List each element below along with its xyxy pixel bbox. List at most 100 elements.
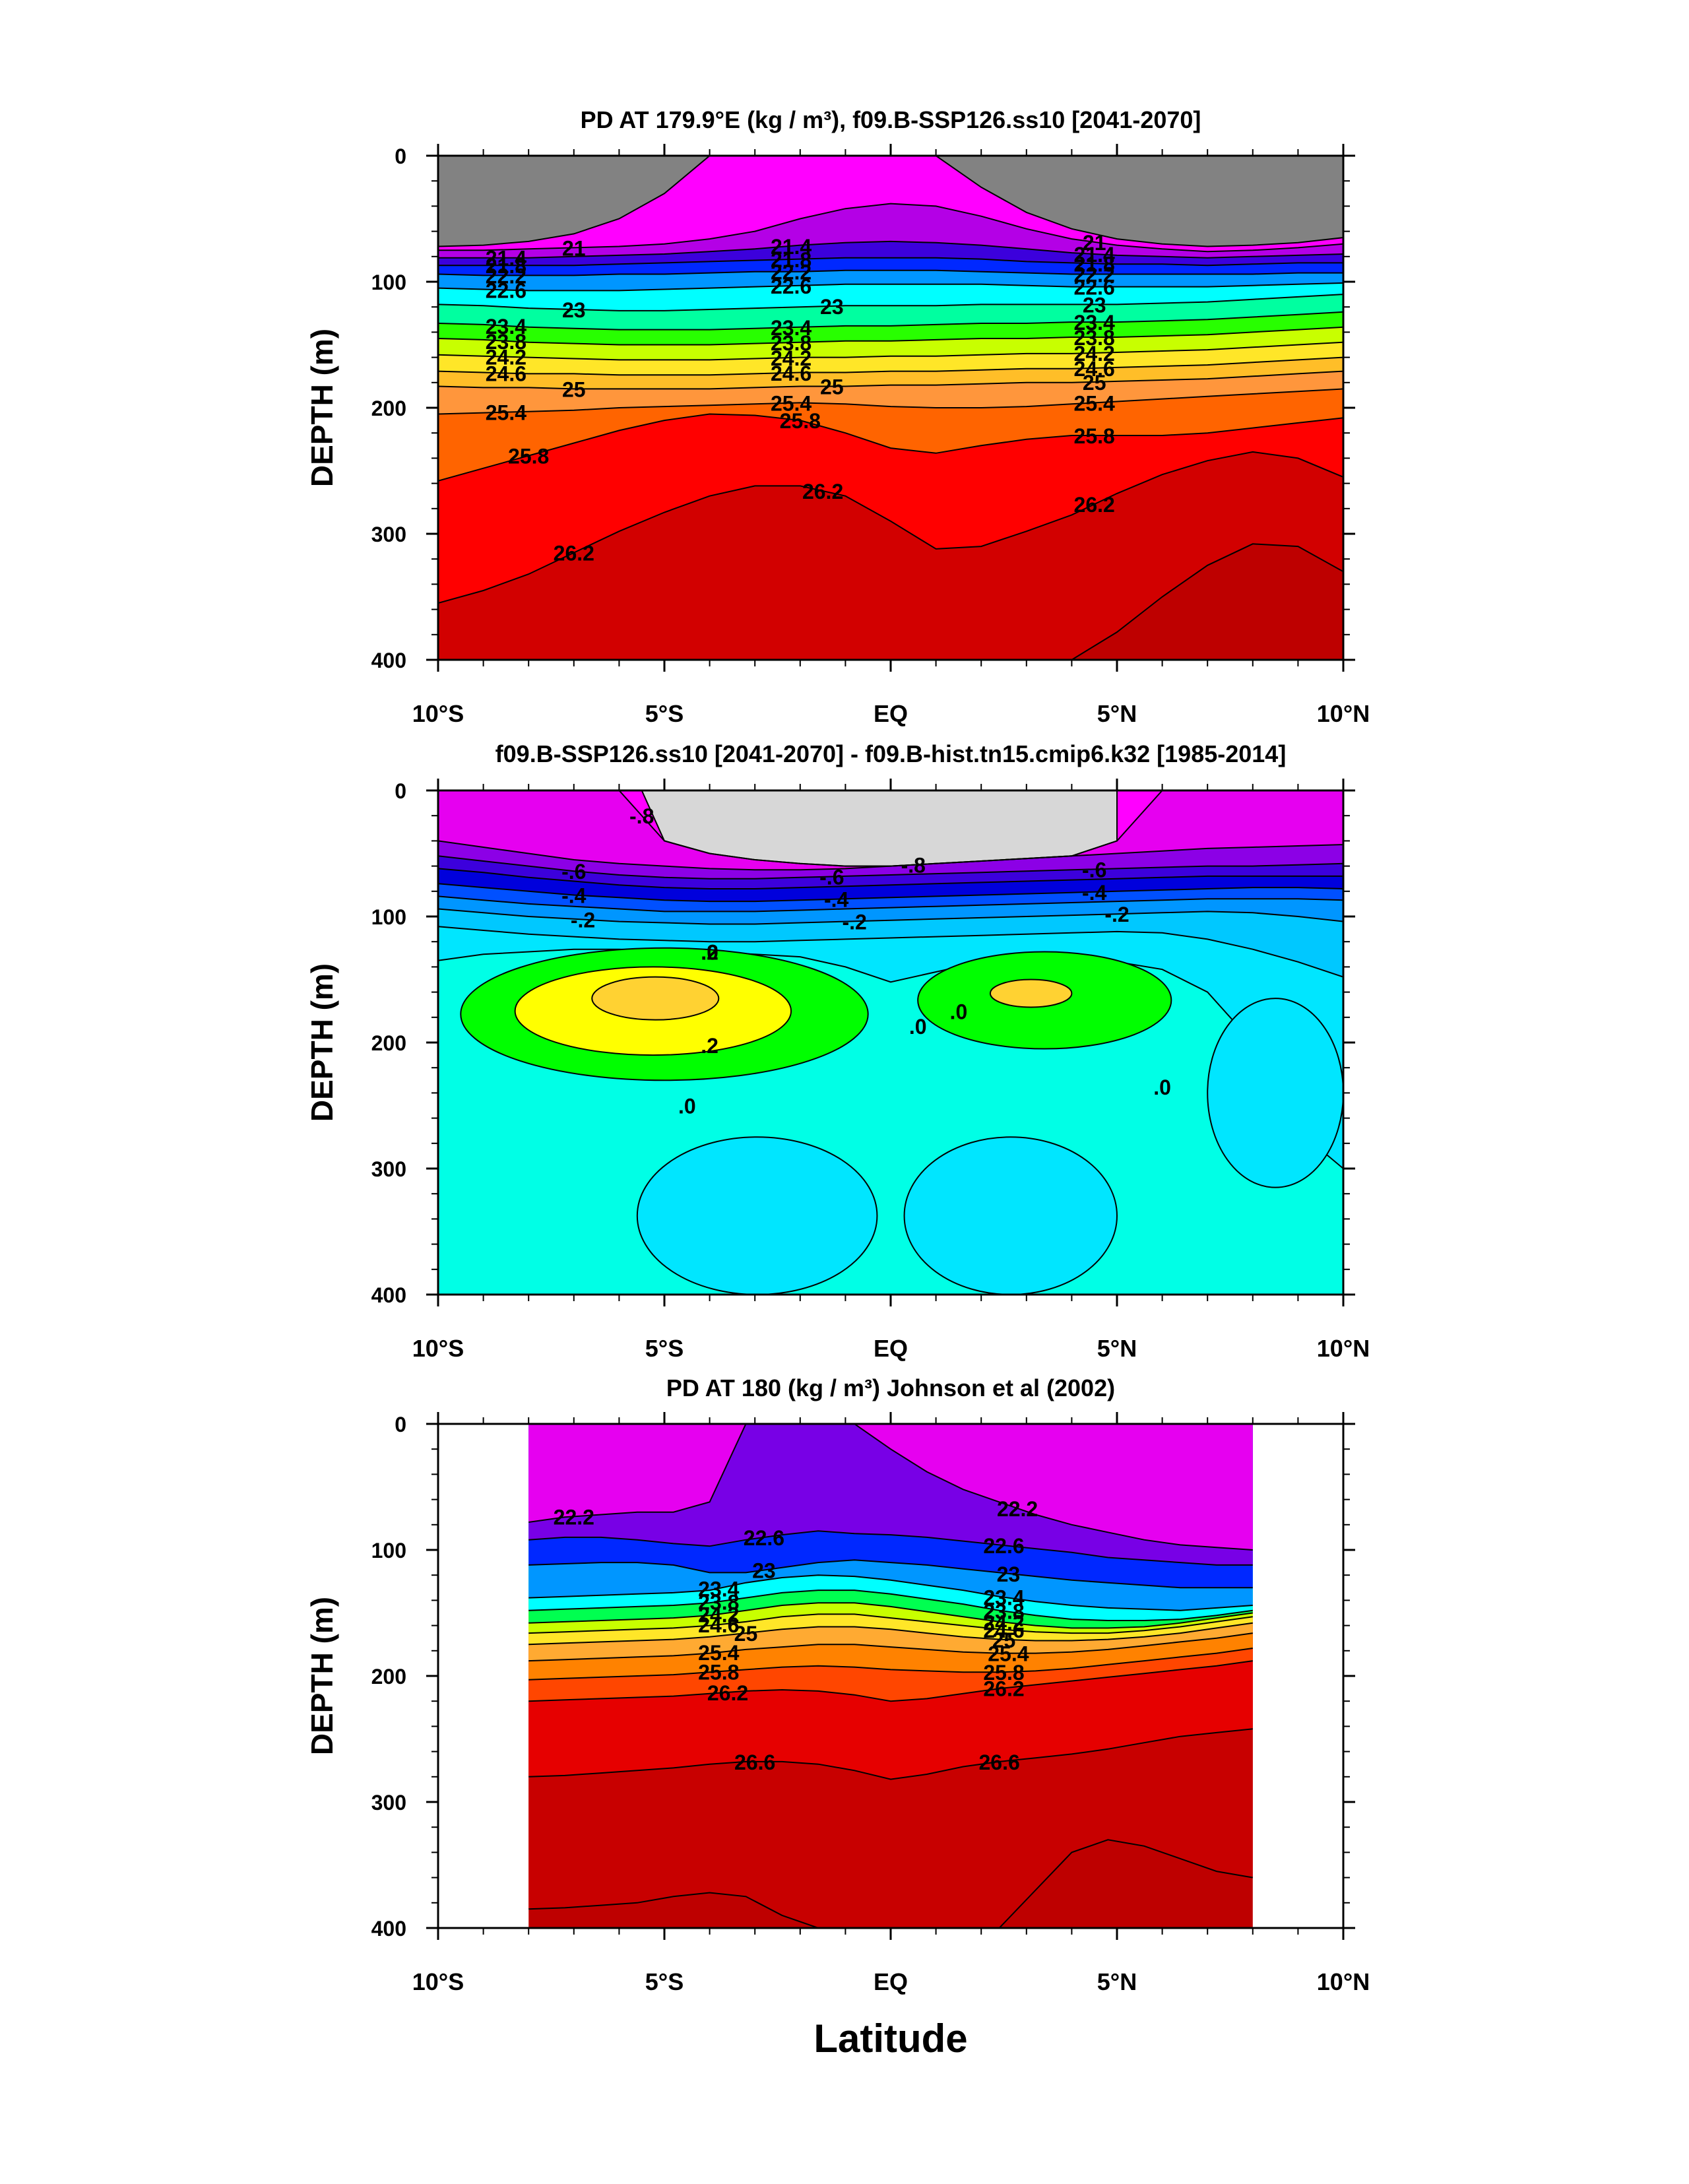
contour-label: -.4 <box>1082 881 1107 905</box>
density-band <box>438 156 1343 247</box>
y-axis-label: DEPTH (m) <box>305 329 339 487</box>
contour-label: -.8 <box>901 854 926 878</box>
isopycnal-line <box>438 311 1343 331</box>
isopycnal-line <box>438 240 1343 259</box>
anomaly-line <box>438 855 1343 880</box>
y-tick-label: 400 <box>371 1283 406 1307</box>
anomaly-line <box>438 895 1343 913</box>
contour-label: 21.8 <box>1074 252 1115 276</box>
contour-label: 21 <box>1083 231 1106 255</box>
x-tick-label: 5°S <box>645 1335 684 1362</box>
contour-label: 24.6 <box>983 1619 1024 1642</box>
contour-label: 24.2 <box>1074 342 1115 366</box>
x-tick-label: 10°S <box>412 1335 464 1362</box>
contour-label: 24.2 <box>698 1603 739 1626</box>
panel-3: 22.222.62323.423.824.224.62525.425.826.2… <box>305 1374 1370 2061</box>
y-tick-label: 300 <box>371 1157 406 1181</box>
contour-label: 23.8 <box>698 1590 739 1614</box>
contour-label: 23.4 <box>1074 311 1115 335</box>
contour-label: 22.6 <box>744 1526 784 1550</box>
plot-area: 22.222.62323.423.824.224.62525.425.826.2… <box>528 1424 1253 1928</box>
x-tick-label: 5°N <box>1097 700 1137 727</box>
contour-label: 22.6 <box>771 274 812 298</box>
contour-label: 23.8 <box>486 330 526 354</box>
isopycnal-line <box>438 356 1343 376</box>
contour-label: 25.4 <box>486 401 526 425</box>
isopycnal-line <box>528 1559 1253 1589</box>
cold-lobe <box>903 1136 1118 1295</box>
contour-label: .2 <box>701 1034 718 1058</box>
y-axis-label: DEPTH (m) <box>305 1597 339 1755</box>
contour-label: 21.8 <box>486 254 526 278</box>
contour-label: 22.2 <box>486 264 526 288</box>
y-tick-label: 0 <box>395 1413 406 1436</box>
x-tick-label: 10°N <box>1317 700 1370 727</box>
anomaly-line <box>438 948 1343 1169</box>
isopycnal-line <box>528 1660 1253 1702</box>
isopycnal-line <box>438 269 1343 276</box>
cold-lobe <box>1207 998 1343 1188</box>
contour-label: 23 <box>562 298 586 322</box>
contour-label: 24.6 <box>771 362 812 385</box>
x-tick-label: 10°N <box>1317 1335 1370 1362</box>
contour-label: 26.2 <box>554 542 594 565</box>
contour-label: 23.8 <box>1074 326 1115 350</box>
contour-label: 25.8 <box>983 1661 1024 1685</box>
isopycnal-line <box>438 257 1343 267</box>
contour-label: 23.8 <box>771 331 812 355</box>
contour-label: -.6 <box>1082 858 1106 882</box>
y-tick-label: 300 <box>371 523 406 546</box>
y-tick-label: 200 <box>371 1031 406 1055</box>
y-tick-label: 200 <box>371 1665 406 1688</box>
y-tick-label: 400 <box>371 1917 406 1941</box>
contour-label: .0 <box>678 1095 696 1118</box>
contour-label: .0 <box>909 1015 927 1039</box>
contour-label: 21.4 <box>1074 243 1115 267</box>
anomaly-line <box>438 883 1343 903</box>
x-tick-label: EQ <box>874 1968 908 1995</box>
anomaly-line <box>438 908 1343 925</box>
contour-label: 23 <box>820 295 844 319</box>
isopycnal-line <box>528 1632 1253 1662</box>
contour-label: -.4 <box>561 884 587 908</box>
contour-label: .0 <box>701 940 718 964</box>
contour-label: 22.2 <box>997 1497 1038 1521</box>
isopycnal-line <box>438 326 1343 346</box>
isopycnal-line <box>528 1613 1253 1634</box>
anomaly-line <box>438 926 1343 978</box>
contour-label: .2 <box>701 940 718 964</box>
contour-label: 21.8 <box>771 248 812 272</box>
isopycnal-line <box>438 341 1343 361</box>
contour-label: 25.8 <box>698 1660 739 1684</box>
contour-label: -.2 <box>571 909 595 932</box>
contour-label: 22.6 <box>983 1534 1024 1558</box>
x-tick-label: 10°S <box>412 1968 464 1995</box>
density-band <box>528 1424 1253 1550</box>
contour-label: 21.4 <box>486 247 526 271</box>
isopycnal-line <box>528 1648 1253 1681</box>
contour-label: 26.6 <box>734 1750 775 1774</box>
cold-lobe <box>636 1136 878 1295</box>
isopycnal-line <box>438 370 1343 390</box>
contour-label: 23 <box>997 1562 1021 1586</box>
isopycnal-line <box>438 388 1343 415</box>
isopycnal-line <box>528 1728 1253 1780</box>
panel-1: 2121.421.822.222.62323.423.824.224.62525… <box>305 106 1370 727</box>
y-tick-label: 100 <box>371 1539 406 1562</box>
isopycnal-line <box>438 203 1343 253</box>
contour-label: 21.4 <box>771 235 812 259</box>
isopycnal-line <box>528 1839 1253 1928</box>
contour-label: 23.4 <box>983 1586 1024 1610</box>
contour-label: 24.6 <box>698 1613 739 1637</box>
contour-label: 26.2 <box>707 1681 748 1705</box>
y-tick-label: 100 <box>371 271 406 294</box>
contour-label: -.6 <box>819 865 844 889</box>
isopycnal-line <box>438 282 1343 292</box>
y-tick-label: 0 <box>395 145 406 168</box>
x-tick-label: EQ <box>874 700 908 727</box>
contour-label: -.4 <box>824 888 849 912</box>
plot-area: 2121.421.822.222.62323.423.824.224.62525… <box>438 156 1343 660</box>
contour-label: 25.4 <box>771 392 812 416</box>
x-tick-label: 5°N <box>1097 1335 1137 1362</box>
x-tick-label: 10°S <box>412 700 464 727</box>
